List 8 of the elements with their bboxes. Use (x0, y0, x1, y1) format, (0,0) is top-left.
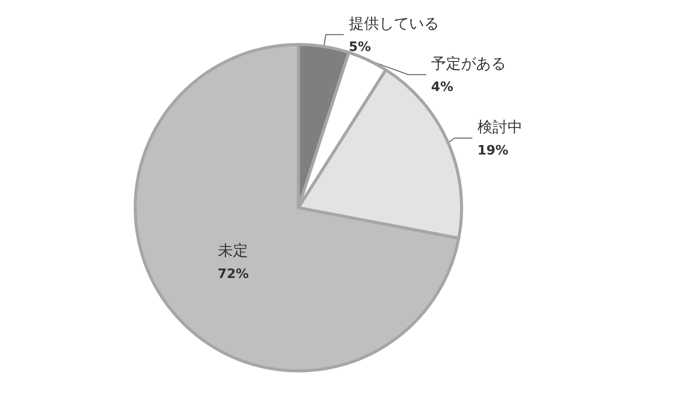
data-label: 4% (431, 80, 454, 96)
slice-label: 未定 (218, 242, 248, 260)
slice-label: 予定がある (431, 54, 506, 73)
data-label: 72% (218, 267, 249, 282)
slice-label: 提供している (348, 14, 439, 33)
data-label: 5% (348, 40, 371, 56)
data-label: 19% (477, 144, 508, 159)
slice-label: 検討中 (477, 118, 522, 136)
